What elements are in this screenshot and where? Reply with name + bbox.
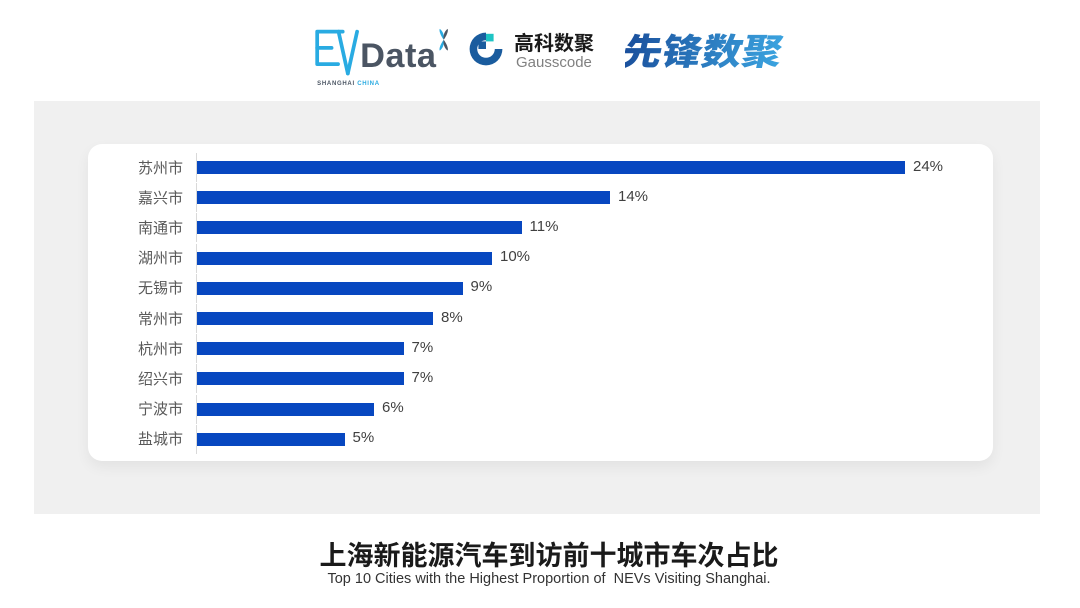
- svg-text:先锋数聚: 先锋数聚: [625, 25, 789, 75]
- svg-text:SHANGHAI CHINA: SHANGHAI CHINA: [317, 81, 380, 87]
- svg-text:Data: Data: [360, 37, 437, 75]
